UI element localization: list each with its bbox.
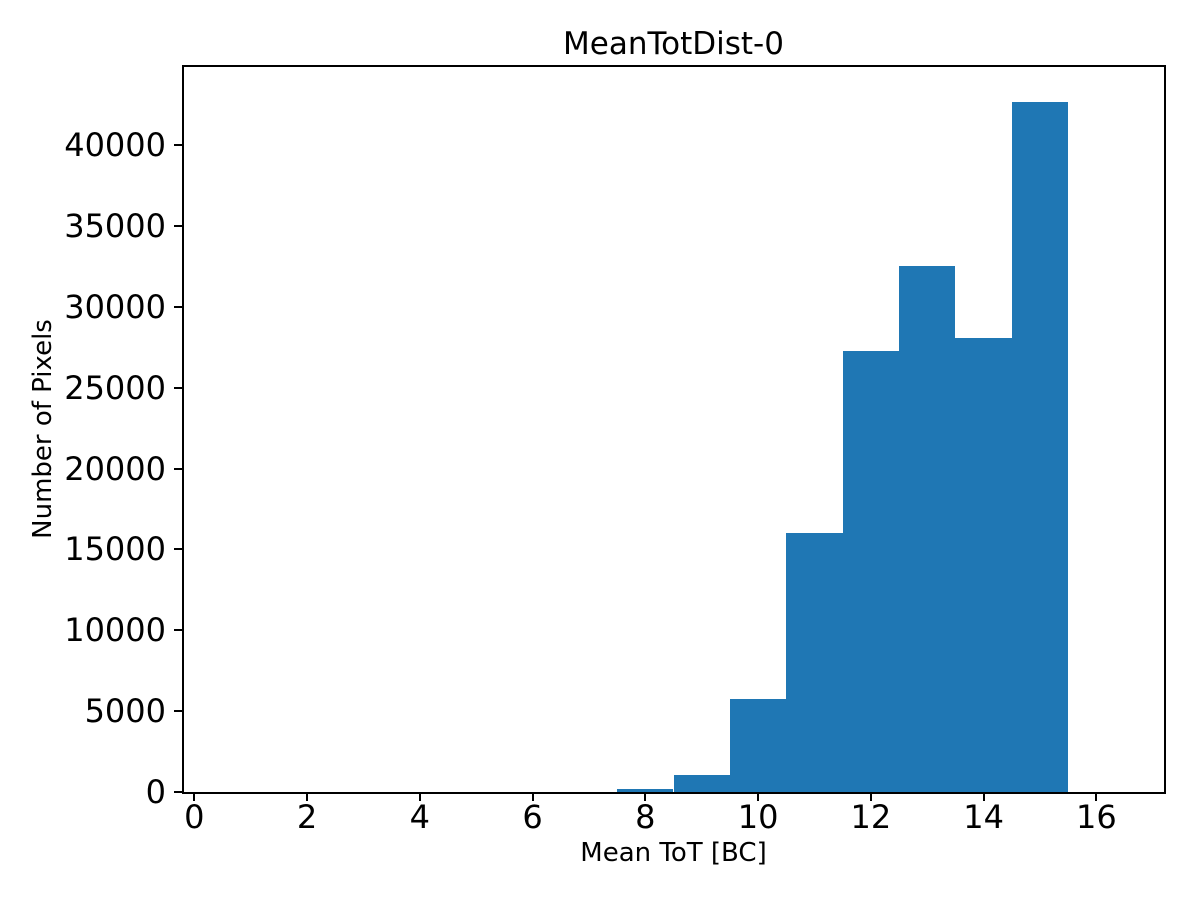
y-tick-mark [174, 144, 183, 147]
x-tick-label: 6 [522, 798, 543, 836]
x-tick-label: 10 [737, 798, 779, 836]
y-tick-mark [174, 629, 183, 632]
chart-title: MeanTotDist-0 [563, 26, 784, 62]
y-axis-label: Number of Pixels [28, 319, 58, 539]
x-tick-label: 12 [850, 798, 892, 836]
y-tick-mark [174, 305, 183, 308]
x-tick-label: 2 [296, 798, 318, 836]
x-tick-mark [193, 792, 196, 801]
x-tick-mark [418, 792, 421, 801]
histogram-bar [673, 775, 730, 792]
y-tick-label: 10000 [64, 611, 166, 650]
histogram-bar [842, 350, 899, 792]
y-tick-label: 40000 [64, 126, 166, 165]
y-tick-label: 15000 [64, 530, 166, 569]
y-tick-label: 30000 [64, 287, 166, 326]
y-tick-mark [174, 548, 183, 551]
x-tick-label: 14 [963, 798, 1004, 836]
y-tick-label: 35000 [64, 207, 166, 246]
histogram-bar [955, 338, 1012, 792]
y-tick-mark [174, 467, 183, 470]
x-tick-mark [757, 792, 760, 801]
histogram-bar [786, 533, 843, 792]
histogram-bar [617, 788, 674, 792]
x-tick-label: 8 [635, 798, 656, 836]
y-tick-label: 25000 [64, 368, 166, 407]
y-tick-mark [174, 225, 183, 228]
x-tick-mark [982, 792, 985, 801]
x-tick-mark [1095, 792, 1098, 801]
x-axis-label: Mean ToT [BC] [580, 838, 767, 868]
y-tick-mark [174, 710, 183, 713]
y-tick-mark [174, 791, 183, 793]
x-tick-label: 0 [184, 798, 205, 836]
x-tick-label: 16 [1075, 798, 1117, 836]
x-tick-mark [869, 792, 872, 801]
y-tick-label: 20000 [64, 449, 166, 488]
histogram-bar [729, 699, 787, 792]
y-tick-mark [174, 386, 183, 389]
x-tick-mark [531, 792, 534, 801]
x-tick-label: 4 [409, 798, 430, 836]
histogram-bar [1011, 101, 1069, 792]
y-tick-label: 0 [145, 773, 166, 811]
y-tick-label: 5000 [84, 692, 166, 731]
x-tick-mark [306, 792, 309, 801]
x-tick-mark [644, 792, 647, 801]
histogram-bar [899, 265, 956, 792]
